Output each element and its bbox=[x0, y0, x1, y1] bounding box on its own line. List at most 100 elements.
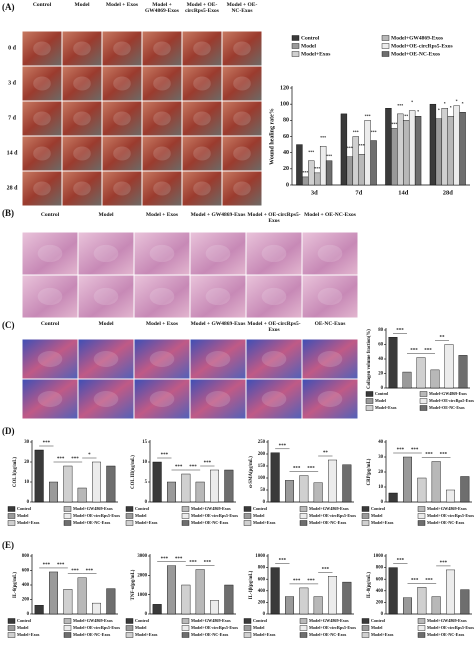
y-tick-label: 150 bbox=[258, 464, 266, 469]
legend-swatch bbox=[125, 632, 134, 638]
legend-label: Model+OE-circRps5-Exos bbox=[191, 513, 238, 518]
column-header: Model bbox=[98, 212, 114, 218]
micrograph bbox=[62, 101, 102, 136]
legend-label: Model bbox=[135, 625, 147, 630]
legend-swatch bbox=[7, 520, 16, 526]
y-tick-label: 30 bbox=[378, 455, 383, 460]
y-tick-label: 20 bbox=[283, 166, 289, 172]
micrograph bbox=[302, 379, 358, 419]
legend-label: Model+OE-NC-Exos bbox=[73, 520, 111, 525]
bar bbox=[441, 108, 448, 186]
panel-label: (B) bbox=[2, 208, 14, 218]
bar bbox=[195, 569, 205, 615]
legend-swatch bbox=[243, 625, 252, 631]
legend-label: Model+OE-circRps5-Exos bbox=[73, 513, 120, 518]
legend-swatch bbox=[417, 632, 426, 638]
legend-swatch bbox=[63, 513, 72, 519]
y-tick-label: 0 bbox=[263, 612, 266, 617]
micrograph bbox=[246, 275, 302, 318]
bar bbox=[313, 482, 323, 503]
micrograph bbox=[22, 101, 62, 136]
micrograph bbox=[182, 101, 222, 136]
significance: *** bbox=[71, 457, 79, 462]
micrograph bbox=[222, 136, 262, 171]
legend-swatch bbox=[125, 618, 134, 624]
micrograph bbox=[302, 275, 358, 318]
tissue-detail bbox=[33, 146, 51, 161]
significance: *** bbox=[302, 170, 308, 175]
legend-label: Model+GW4869-Exos bbox=[309, 506, 349, 511]
micrograph bbox=[182, 31, 222, 66]
y-tick-label: 60 bbox=[378, 343, 383, 348]
legend-swatch bbox=[299, 520, 308, 526]
bar bbox=[270, 567, 280, 615]
legend-label: Model+GW4869-Exos bbox=[427, 506, 467, 511]
y-tick-label: 0 bbox=[145, 500, 148, 505]
bar bbox=[34, 605, 44, 615]
bar bbox=[453, 105, 460, 186]
micrograph bbox=[142, 31, 182, 66]
legend-swatch bbox=[361, 513, 370, 519]
legend-swatch bbox=[361, 520, 370, 526]
x-tick-label: 7d bbox=[355, 189, 362, 196]
significance: *** bbox=[326, 154, 332, 159]
legend-swatch bbox=[181, 625, 190, 631]
y-axis-label: α-SMA(pg/mL) bbox=[249, 456, 254, 488]
significance: *** bbox=[307, 579, 315, 584]
legend-label: Model+Exos bbox=[375, 405, 397, 410]
bar bbox=[388, 337, 398, 389]
column-header: Control bbox=[40, 321, 60, 327]
significance: *** bbox=[57, 563, 65, 568]
y-tick-label: 20 bbox=[378, 470, 383, 475]
legend-label: Control bbox=[253, 506, 268, 511]
legend-label: Model+OE-NC-Exos bbox=[427, 520, 465, 525]
legend-label: Model+OE-circRps5-Exos bbox=[427, 513, 474, 518]
bar bbox=[34, 449, 44, 503]
legend-swatch bbox=[7, 506, 16, 512]
y-tick-label: 20 bbox=[378, 372, 383, 377]
tissue-detail bbox=[93, 287, 119, 306]
y-tick-label: 80 bbox=[378, 328, 383, 333]
legend-label: Control bbox=[253, 618, 268, 623]
tissue-detail bbox=[37, 391, 63, 407]
significance: *** bbox=[307, 467, 315, 472]
significance: * bbox=[411, 100, 413, 105]
y-tick-label: 800 bbox=[258, 566, 266, 571]
legend-swatch bbox=[419, 398, 428, 404]
bar bbox=[296, 144, 303, 186]
legend-label: Model+OE-NC-Exos bbox=[309, 520, 347, 525]
y-tick-label: 10 bbox=[24, 480, 29, 485]
bar bbox=[319, 145, 327, 186]
micrograph bbox=[62, 66, 102, 101]
micrograph bbox=[246, 379, 302, 419]
legend-label: Model+GW4869-Exos bbox=[191, 618, 231, 623]
bar bbox=[460, 589, 470, 615]
bar bbox=[391, 128, 398, 186]
y-tick-label: 400 bbox=[258, 589, 266, 594]
legend-label: Model bbox=[253, 513, 265, 518]
legend-label: Model+GW4869-Exos bbox=[73, 618, 113, 623]
y-axis-label: COL III(ng/mL) bbox=[131, 455, 136, 489]
legend-swatch bbox=[243, 618, 252, 624]
bar bbox=[431, 461, 441, 503]
tissue-detail bbox=[73, 181, 91, 196]
tissue-detail bbox=[149, 244, 175, 263]
tissue-detail bbox=[317, 244, 343, 263]
tissue-detail bbox=[233, 76, 251, 91]
bar bbox=[308, 160, 315, 186]
bar bbox=[403, 456, 413, 503]
legend-label: Model bbox=[301, 43, 316, 49]
legend-swatch bbox=[291, 35, 300, 41]
column-header: Model + OE-circRps5-Exos bbox=[247, 321, 301, 333]
legend-swatch bbox=[243, 513, 252, 519]
micrograph bbox=[22, 275, 78, 318]
legend-label: Model+GW4869-Exos bbox=[73, 506, 113, 511]
tissue-detail bbox=[193, 181, 211, 196]
row-label: 0 d bbox=[8, 45, 17, 51]
legend-swatch bbox=[125, 520, 134, 526]
significance: *** bbox=[320, 135, 326, 140]
legend-label: Model+OE-circRps5-Exos bbox=[309, 625, 356, 630]
legend-swatch bbox=[299, 513, 308, 519]
micrograph bbox=[78, 379, 134, 419]
legend-label: Model+Exos bbox=[135, 520, 158, 525]
